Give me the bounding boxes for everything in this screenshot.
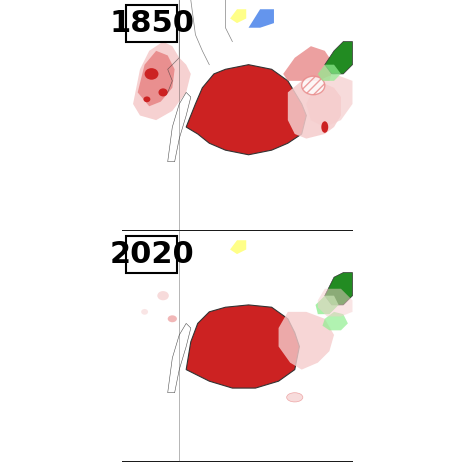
FancyBboxPatch shape — [126, 5, 177, 42]
Polygon shape — [325, 273, 353, 305]
Ellipse shape — [141, 309, 148, 315]
Ellipse shape — [301, 76, 325, 95]
Polygon shape — [168, 92, 191, 162]
Polygon shape — [316, 296, 338, 314]
Ellipse shape — [157, 291, 169, 300]
Polygon shape — [306, 74, 353, 127]
Polygon shape — [137, 51, 174, 106]
Ellipse shape — [287, 393, 303, 402]
Text: 2020: 2020 — [109, 240, 194, 268]
Ellipse shape — [158, 88, 168, 97]
Polygon shape — [186, 65, 306, 155]
Polygon shape — [186, 305, 300, 388]
Polygon shape — [230, 240, 246, 254]
Polygon shape — [322, 312, 348, 330]
Ellipse shape — [168, 315, 177, 322]
Polygon shape — [133, 42, 191, 120]
Ellipse shape — [321, 122, 328, 133]
FancyBboxPatch shape — [126, 236, 177, 273]
Polygon shape — [279, 312, 334, 370]
Text: 1850: 1850 — [109, 9, 194, 37]
Polygon shape — [318, 65, 341, 81]
Polygon shape — [318, 289, 353, 316]
Polygon shape — [283, 46, 334, 81]
Polygon shape — [168, 323, 191, 393]
Polygon shape — [325, 42, 353, 74]
Ellipse shape — [144, 97, 150, 102]
Polygon shape — [230, 9, 246, 23]
Ellipse shape — [145, 68, 158, 79]
Polygon shape — [248, 9, 274, 28]
Polygon shape — [288, 81, 341, 139]
